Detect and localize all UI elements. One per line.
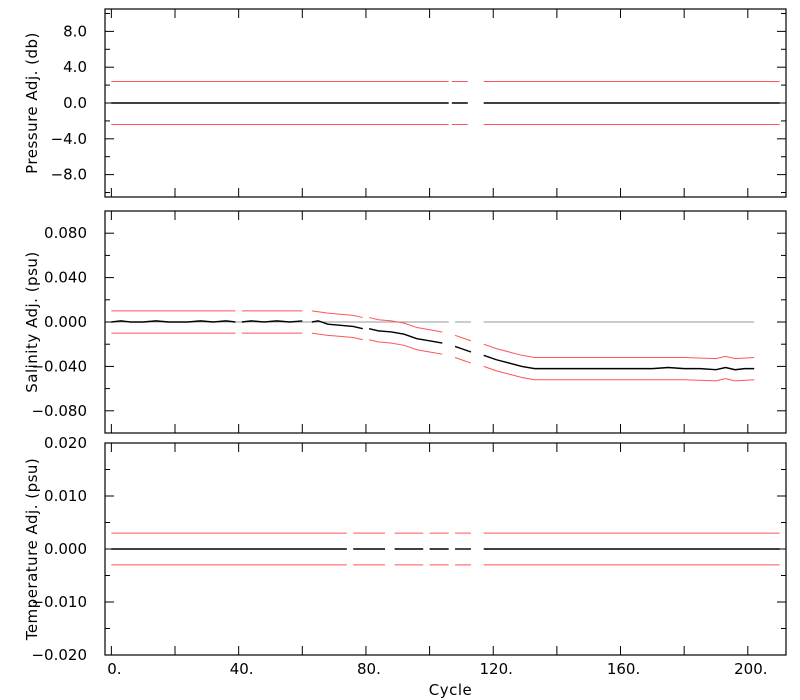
salinity-data-segment-0 [111, 320, 236, 323]
salinity-upper-error-segment-3 [369, 317, 443, 333]
temperature-ytick-label: 0.010 [44, 487, 87, 505]
salinity-data-segment-3 [368, 327, 443, 344]
pressure-ytick-label: 0.0 [63, 94, 87, 112]
temperature-ytick-label: 0.000 [44, 540, 87, 558]
temperature-xtick-label: 80. [357, 660, 381, 678]
salinity-ytick-label: −0.040 [31, 357, 87, 375]
temperature-ytick-label: −0.020 [31, 646, 87, 664]
salinity-series-upper-error [111, 310, 755, 360]
temperature-xtick-label: 120. [480, 660, 513, 678]
pressure-ytick-label: −4.0 [51, 130, 87, 148]
salinity-ylabel: Salinity Adj. (psu) [23, 251, 41, 393]
salinity-data-segment-4 [454, 345, 472, 353]
salinity-lower-error-segment-2 [311, 332, 363, 341]
salinity-ytick-label: −0.080 [31, 402, 87, 420]
temperature-ytick-label: −0.010 [31, 593, 87, 611]
pressure-ytick-label: 4.0 [63, 58, 87, 76]
salinity-data-segment-2 [311, 320, 363, 330]
pressure-ylabel: Pressure Adj. (db) [23, 32, 41, 174]
salinity-lower-error-segment-3 [369, 339, 443, 355]
temperature-ylabel: Temperature Adj. (psu) [23, 458, 41, 642]
temperature-xtick-label: 200. [734, 660, 767, 678]
salinity-series-lower-error [111, 332, 755, 382]
temperature-xtick-label: 40. [230, 660, 254, 678]
temperature-ytick-label: 0.020 [44, 434, 87, 452]
salinity-upper-error-segment-5 [483, 343, 755, 360]
salinity-lower-error-segment-4 [454, 357, 472, 364]
salinity-upper-error-segment-2 [311, 310, 363, 319]
salinity-ytick-label: 0.000 [44, 313, 87, 331]
salinity-lower-error-segment-5 [483, 365, 755, 382]
salinity-ytick-label: 0.040 [44, 269, 87, 287]
salinity-upper-error-segment-4 [454, 334, 472, 342]
pressure-panel: −8.0 −4.0 0.0 4.0 8.0 Pressure Adj. (db) [23, 8, 787, 198]
temperature-xtick-label: 0. [107, 660, 121, 678]
salinity-data-segment-5 [483, 354, 755, 371]
pressure-ytick-label: 8.0 [63, 22, 87, 40]
salinity-ytick-label: 0.080 [44, 224, 87, 242]
temperature-xtick-label: 160. [607, 660, 640, 678]
x-axis-label: Cycle [429, 681, 473, 699]
salinity-series-data [111, 320, 755, 371]
pressure-ytick-label: −8.0 [51, 166, 87, 184]
salinity-data-segment-1 [241, 320, 303, 323]
